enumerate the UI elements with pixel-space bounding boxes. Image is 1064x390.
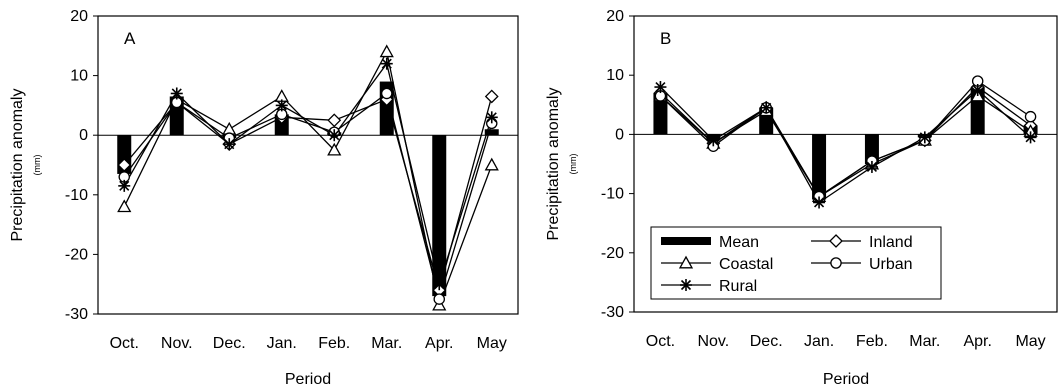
rural-marker — [1024, 131, 1037, 144]
y-tick-label: 10 — [70, 68, 88, 85]
y-axis-title: Precipitation anomaly — [9, 89, 26, 242]
inland-marker — [117, 158, 132, 172]
mean-bar — [653, 92, 668, 135]
plot-frame — [97, 15, 519, 315]
rural-marker — [485, 111, 498, 124]
y-tick-label: 0 — [615, 126, 624, 143]
series-line-urban — [659, 80, 1031, 198]
y-axis-unit: (mm) — [32, 155, 42, 176]
coastal-marker — [222, 121, 237, 135]
x-tick-label: Mar. — [909, 333, 940, 350]
y-tick-label: -20 — [65, 246, 88, 263]
x-tick-label: Apr. — [963, 333, 991, 350]
series-line-rural — [123, 62, 493, 287]
inland-marker — [484, 89, 499, 104]
x-tick-label: Jan. — [804, 333, 834, 350]
x-axis-title: Period — [285, 371, 331, 388]
x-tick-label: Nov. — [697, 333, 729, 350]
legend: Mean Inland Coastal Urban Rural — [650, 226, 942, 300]
rural-marker — [865, 160, 878, 173]
x-tick-label: Mar. — [371, 335, 402, 352]
legend-marker-coastal — [678, 255, 694, 269]
x-tick-label: Dec. — [750, 333, 783, 350]
rural-marker — [328, 129, 341, 142]
x-tick-label: Jan. — [267, 335, 297, 352]
rural-marker — [813, 196, 826, 209]
legend-label-inland: Inland — [869, 234, 913, 251]
series-line-rural — [659, 86, 1031, 204]
rural-marker — [707, 134, 720, 147]
rural-marker — [170, 87, 183, 100]
y-tick-label: -30 — [65, 306, 88, 323]
coastal-marker — [379, 44, 394, 58]
x-tick-label: Oct. — [110, 335, 139, 352]
rural-marker — [918, 131, 931, 144]
rural-marker — [380, 57, 393, 70]
x-tick-label: Feb. — [856, 333, 888, 350]
rural-marker — [760, 101, 773, 114]
legend-label-rural: Rural — [719, 278, 757, 295]
rural-marker — [971, 84, 984, 96]
x-tick-label: Nov. — [161, 335, 193, 352]
y-tick-label: 20 — [70, 8, 88, 25]
series-line-inland — [123, 96, 493, 293]
rural-marker — [223, 138, 236, 151]
chart-panel-b: -30 -20 -10 0 10 20 Oct. Nov. Dec. Jan. Feb. Mar. Ap… — [545, 8, 1058, 388]
legend-marker-inland — [829, 234, 843, 248]
panel-label: A — [124, 29, 136, 48]
series-line-coastal — [660, 95, 1031, 198]
y-tick-label: -20 — [601, 245, 624, 262]
legend-label-coastal: Coastal — [719, 256, 773, 273]
coastal-marker — [117, 199, 132, 213]
legend-label-mean: Mean — [719, 234, 759, 251]
panel-label: B — [660, 29, 671, 48]
rural-marker — [275, 99, 288, 112]
chart-panel-a: -30 -20 -10 0 10 20 Oct. Nov. Dec. Jan. Feb. Mar. Ap… — [9, 8, 519, 388]
x-tick-label: Oct. — [646, 333, 675, 350]
y-tick-label: 10 — [606, 67, 624, 84]
legend-marker-rural — [680, 279, 692, 291]
plot-frame — [633, 15, 1058, 313]
y-tick-label: 20 — [606, 8, 624, 25]
y-tick-label: -10 — [65, 187, 88, 204]
mean-bar — [812, 134, 827, 200]
x-tick-label: Dec. — [213, 335, 246, 352]
x-tick-label: May — [477, 335, 507, 352]
legend-swatch-mean — [661, 237, 711, 245]
coastal-marker — [484, 157, 499, 171]
rural-marker — [118, 179, 131, 192]
coastal-marker — [327, 142, 342, 156]
y-axis-title: Precipitation anomaly — [545, 88, 562, 241]
legend-label-urban: Urban — [869, 256, 913, 273]
inland-marker — [327, 113, 342, 128]
urban-marker — [380, 87, 393, 100]
x-axis-title: Period — [823, 371, 869, 388]
y-tick-label: 0 — [79, 127, 88, 144]
series-line-urban — [123, 92, 493, 302]
urban-marker — [1024, 110, 1037, 123]
y-axis-unit: (mm) — [568, 154, 578, 175]
mean-bar — [484, 129, 499, 136]
rural-marker — [654, 81, 667, 94]
urban-marker — [433, 293, 445, 305]
y-tick-label: -30 — [601, 304, 624, 321]
x-tick-label: May — [1015, 333, 1045, 350]
y-tick-label: -10 — [601, 186, 624, 203]
rural-marker — [433, 278, 446, 291]
legend-marker-urban — [830, 257, 842, 269]
x-tick-label: Feb. — [318, 335, 350, 352]
mean-bar — [432, 135, 447, 297]
x-tick-label: Apr. — [425, 335, 453, 352]
